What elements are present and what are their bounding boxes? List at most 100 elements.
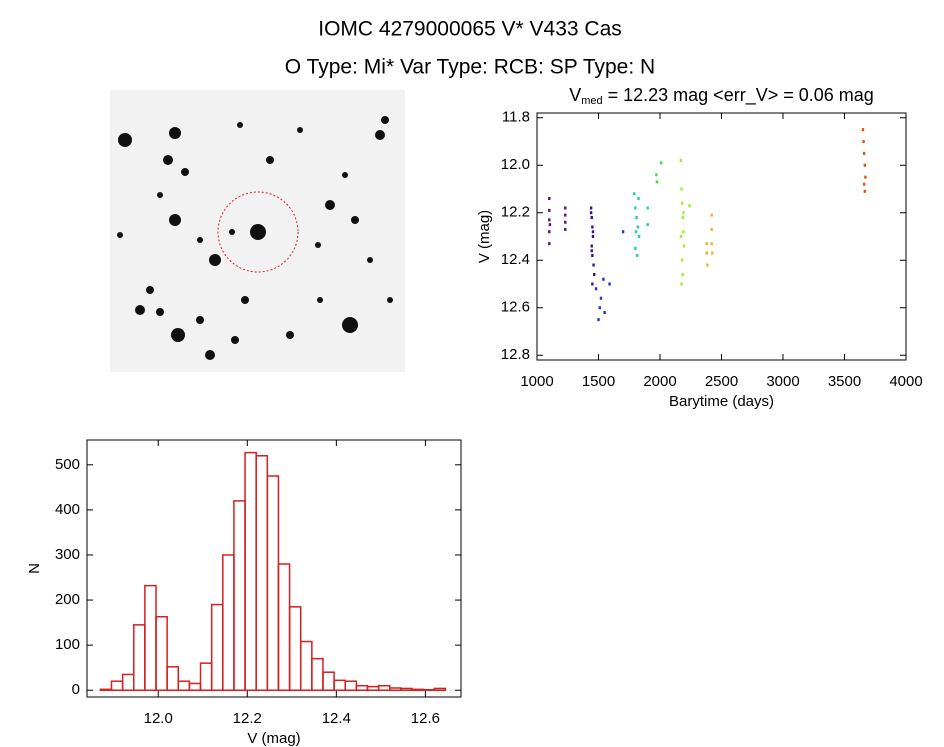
- histogram-bar: [121, 673, 135, 691]
- chart-title-part: V: [569, 85, 581, 105]
- data-point: [655, 173, 658, 177]
- histogram-bar: [255, 455, 269, 691]
- data-point: [688, 204, 691, 208]
- y-axis-label: N: [26, 563, 43, 574]
- data-point: [681, 216, 684, 219]
- data-point: [862, 182, 866, 186]
- data-point: [646, 223, 649, 227]
- histogram-bar: [133, 624, 146, 691]
- data-point: [564, 206, 567, 210]
- y-axis-label: V (mag): [476, 210, 493, 263]
- data-point: [591, 225, 594, 229]
- data-point: [637, 235, 641, 238]
- data-point: [681, 273, 684, 276]
- x-tick-label: 3500: [828, 373, 861, 390]
- data-point: [705, 251, 708, 255]
- histogram-bar: [166, 666, 180, 691]
- data-point: [590, 249, 593, 253]
- histogram-bar: [99, 688, 113, 691]
- y-tick-label: 12.2: [501, 204, 530, 221]
- data-point: [710, 242, 713, 246]
- star-field-image: [110, 90, 405, 372]
- data-point: [706, 263, 709, 267]
- y-tick-label: 12.8: [501, 346, 530, 363]
- x-axis-label: V (mag): [247, 730, 300, 747]
- x-tick-label: 1500: [582, 373, 615, 390]
- data-point: [564, 227, 567, 231]
- data-point: [680, 201, 684, 205]
- data-point: [564, 213, 567, 217]
- data-point: [621, 230, 625, 234]
- data-point: [682, 230, 685, 234]
- data-point: [710, 213, 713, 217]
- data-point: [548, 223, 552, 227]
- data-point: [680, 187, 683, 191]
- data-point: [864, 175, 867, 179]
- data-point: [679, 235, 683, 238]
- histogram-bar: [199, 662, 213, 691]
- data-point: [591, 230, 595, 234]
- data-point: [711, 251, 714, 255]
- histogram-bar: [244, 451, 257, 691]
- data-point: [655, 180, 659, 184]
- data-point: [548, 230, 551, 234]
- data-point: [591, 282, 594, 286]
- data-point: [863, 163, 866, 167]
- data-point: [634, 206, 637, 210]
- data-point: [564, 220, 567, 224]
- histogram-bar: [400, 687, 413, 691]
- x-tick-label: 2500: [705, 373, 738, 390]
- histogram-bar: [233, 500, 246, 691]
- data-point: [863, 189, 866, 193]
- data-point: [548, 218, 551, 222]
- x-axis-label: Barytime (days): [669, 393, 774, 410]
- histogram-bar: [389, 687, 402, 691]
- y-tick-label: 100: [55, 636, 80, 653]
- histogram-bar: [366, 685, 380, 691]
- histogram-bar: [311, 657, 324, 691]
- y-tick-label: 200: [55, 591, 80, 608]
- page-title: IOMC 4279000065 V* V433 Cas: [318, 18, 622, 41]
- histogram-bar: [210, 603, 224, 691]
- data-point: [862, 140, 865, 143]
- data-point: [636, 225, 640, 229]
- y-tick-label: 12.0: [501, 156, 530, 173]
- y-tick-label: 300: [55, 546, 80, 563]
- data-point: [594, 287, 598, 291]
- y-tick-label: 500: [55, 456, 80, 473]
- data-point: [591, 254, 594, 257]
- x-tick-label: 12.4: [322, 710, 351, 727]
- histogram-bar: [288, 606, 302, 691]
- data-point: [599, 296, 603, 300]
- y-tick-label: 0: [72, 681, 80, 698]
- chart-title: Vmed = 12.23 mag <err_V> = 0.06 mag: [569, 85, 874, 107]
- histogram-bar: [377, 684, 391, 691]
- data-point: [590, 244, 593, 248]
- x-tick-label: 4000: [889, 373, 922, 390]
- x-tick-label: 12.0: [144, 710, 173, 727]
- plot-frame: [86, 439, 462, 698]
- y-tick-label: 12.4: [501, 251, 530, 268]
- histogram-bar: [144, 584, 157, 691]
- data-point: [602, 277, 605, 281]
- data-point: [682, 211, 685, 215]
- data-point: [603, 311, 606, 314]
- data-point: [710, 227, 713, 231]
- data-point: [634, 230, 638, 234]
- page-subtitle: O Type: Mi* Var Type: RCB: SP Type: N: [285, 56, 655, 79]
- y-tick-label: 400: [55, 501, 80, 518]
- histogram-bar: [222, 554, 235, 691]
- data-point: [632, 192, 636, 196]
- x-tick-label: 12.2: [233, 710, 262, 727]
- histogram-bar: [344, 680, 358, 691]
- histogram-bar: [411, 688, 424, 691]
- y-tick-label: 11.8: [502, 109, 530, 126]
- x-tick-label: 2000: [643, 373, 676, 390]
- histogram-bar: [355, 684, 369, 691]
- data-point: [680, 258, 684, 262]
- data-point: [548, 197, 551, 200]
- histogram-bar: [322, 671, 335, 691]
- data-point: [608, 282, 611, 286]
- data-point: [591, 235, 595, 238]
